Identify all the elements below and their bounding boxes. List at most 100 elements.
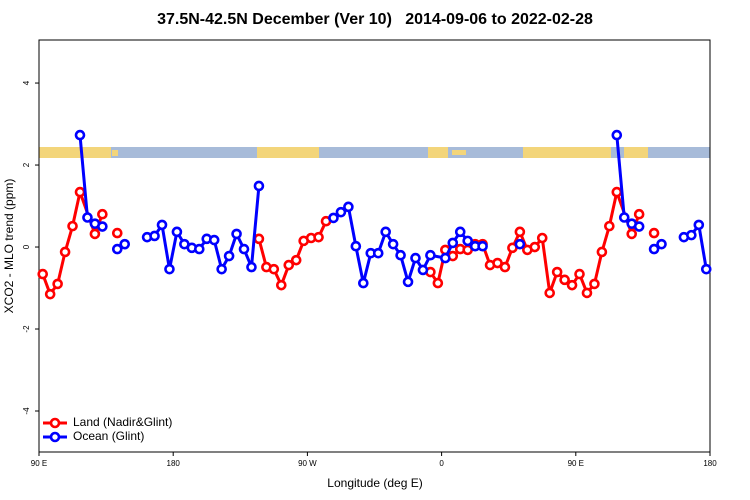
x-tick-label: 90 E xyxy=(31,459,47,468)
data-point xyxy=(97,221,108,232)
data-point xyxy=(37,268,49,280)
data-point xyxy=(417,264,429,276)
data-point xyxy=(350,240,362,252)
legend-marker xyxy=(49,417,61,429)
data-point xyxy=(626,228,638,240)
data-point xyxy=(492,257,503,269)
data-point xyxy=(611,129,623,141)
data-point xyxy=(246,261,257,273)
data-point xyxy=(193,243,205,255)
data-point xyxy=(119,238,131,250)
data-point xyxy=(223,250,235,262)
x-tick-label: 90 E xyxy=(568,459,584,468)
data-point xyxy=(231,228,242,240)
data-point xyxy=(74,186,86,198)
data-point xyxy=(283,259,295,271)
data-point xyxy=(566,279,578,291)
data-point xyxy=(589,278,600,290)
data-point xyxy=(74,129,86,141)
x-tick-label: 0 xyxy=(439,459,444,468)
data-point xyxy=(358,277,369,289)
data-point xyxy=(618,212,630,223)
y-tick-label: 4 xyxy=(22,80,31,85)
data-point xyxy=(514,226,526,238)
data-point xyxy=(111,243,123,255)
data-point xyxy=(633,208,645,220)
data-point xyxy=(380,226,391,238)
data-point xyxy=(44,288,56,300)
data-point xyxy=(156,219,168,231)
data-point xyxy=(387,238,399,250)
data-point xyxy=(551,266,563,278)
data-point xyxy=(447,237,459,249)
data-point xyxy=(313,231,324,243)
data-point xyxy=(454,226,466,238)
data-point xyxy=(343,201,354,213)
data-point xyxy=(432,277,444,289)
data-point xyxy=(171,226,183,238)
data-point xyxy=(544,287,556,299)
data-point xyxy=(477,240,488,252)
data-point xyxy=(410,252,421,264)
data-point xyxy=(372,247,384,259)
data-point xyxy=(216,263,227,275)
data-point xyxy=(686,229,697,241)
data-point xyxy=(111,227,123,239)
data-point xyxy=(238,243,250,255)
chart-title: 37.5N-42.5N December (Ver 10) 2014-09-06… xyxy=(157,11,593,28)
data-point xyxy=(425,249,436,261)
data-point xyxy=(276,279,287,291)
data-point xyxy=(611,186,623,198)
data-point xyxy=(656,238,667,250)
x-tick-label: 180 xyxy=(703,459,717,468)
data-point xyxy=(395,249,406,261)
data-point xyxy=(208,234,220,246)
data-point xyxy=(328,212,339,224)
data-point xyxy=(529,241,541,253)
data-point xyxy=(581,287,593,299)
plot-frame xyxy=(38,39,711,453)
y-axis-label: XCO2 - MLO trend (ppm) xyxy=(2,179,16,314)
legend-marker xyxy=(49,431,61,443)
x-tick-label: 180 xyxy=(167,459,181,468)
y-tick-label: -2 xyxy=(22,325,31,333)
data-point xyxy=(559,274,570,286)
data-point xyxy=(440,252,451,264)
data-point xyxy=(59,246,71,258)
data-point xyxy=(633,221,645,232)
data-point xyxy=(514,238,526,250)
x-tick-label: 90 W xyxy=(298,459,317,468)
data-point xyxy=(536,232,548,244)
data-point xyxy=(693,219,705,231)
data-point xyxy=(648,243,660,255)
data-point xyxy=(402,276,414,288)
data-point xyxy=(52,278,63,290)
y-tick-label: 2 xyxy=(22,162,31,167)
map-strip xyxy=(39,147,710,158)
legend-label: Land (Nadir&Glint) xyxy=(73,415,172,429)
data-point xyxy=(149,230,160,242)
data-point xyxy=(290,254,302,266)
y-tick-label: 0 xyxy=(22,244,31,249)
data-point xyxy=(82,212,93,223)
data-point xyxy=(574,268,585,280)
data-point xyxy=(596,246,608,258)
data-point xyxy=(648,227,660,239)
data-point xyxy=(268,263,280,275)
data-point xyxy=(700,263,712,275)
data-point xyxy=(335,206,347,218)
data-point xyxy=(604,220,615,232)
data-point xyxy=(97,208,108,220)
data-point xyxy=(499,261,511,273)
y-tick-label: -4 xyxy=(22,407,31,415)
data-point xyxy=(462,235,473,247)
data-point xyxy=(253,180,265,192)
legend-label: Ocean (Glint) xyxy=(73,429,144,443)
x-axis-label: Longitude (deg E) xyxy=(327,476,422,490)
data-point xyxy=(89,228,101,240)
data-point xyxy=(67,220,78,232)
data-point xyxy=(253,233,265,245)
data-point xyxy=(164,263,175,275)
